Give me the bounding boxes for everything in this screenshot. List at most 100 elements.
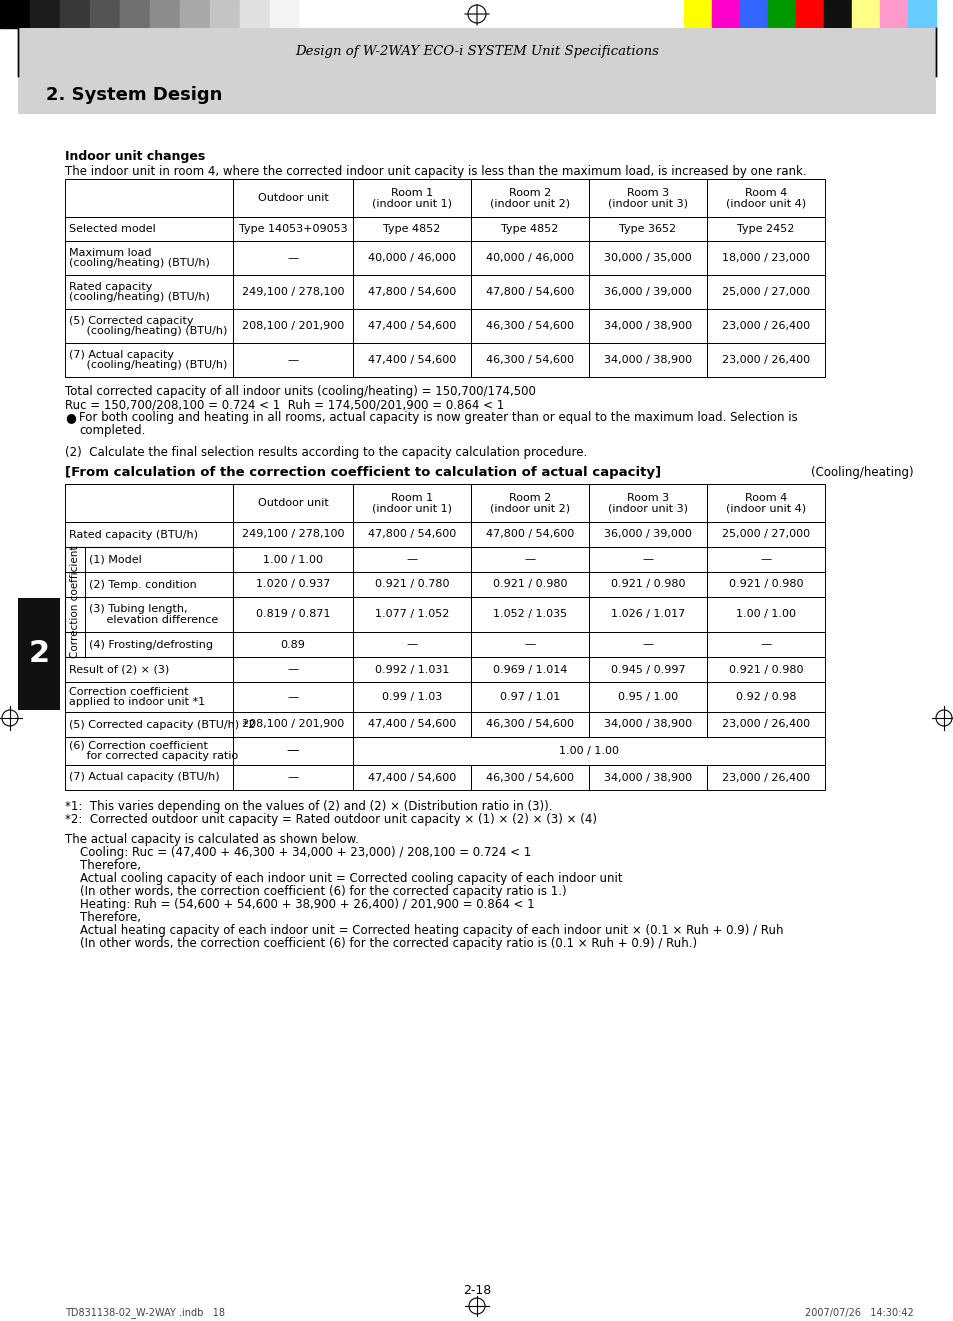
Text: Therefore,: Therefore, xyxy=(65,859,141,872)
Bar xyxy=(233,572,353,597)
Bar xyxy=(588,275,706,309)
Text: (4) Frosting/defrosting: (4) Frosting/defrosting xyxy=(89,639,213,650)
Bar xyxy=(233,240,353,275)
Text: applied to indoor unit *1: applied to indoor unit *1 xyxy=(69,697,205,707)
Bar xyxy=(65,343,233,376)
Text: 47,800 / 54,600: 47,800 / 54,600 xyxy=(485,287,574,297)
Text: 249,100 / 278,100: 249,100 / 278,100 xyxy=(241,287,344,297)
Text: 25,000 / 27,000: 25,000 / 27,000 xyxy=(721,530,809,539)
Text: Actual heating capacity of each indoor unit = Corrected heating capacity of each: Actual heating capacity of each indoor u… xyxy=(65,923,782,937)
Bar xyxy=(240,0,270,28)
Text: Indoor unit changes: Indoor unit changes xyxy=(65,151,205,162)
Bar xyxy=(18,28,935,77)
Text: 0.921 / 0.980: 0.921 / 0.980 xyxy=(610,580,684,589)
Text: elevation difference: elevation difference xyxy=(89,616,218,625)
Text: —: — xyxy=(524,639,535,650)
Bar xyxy=(180,0,210,28)
Text: —: — xyxy=(406,555,417,564)
Bar xyxy=(233,483,353,522)
Bar xyxy=(30,0,60,28)
Text: Cooling: Ruc = (47,400 + 46,300 + 34,000 + 23,000) / 208,100 = 0.724 < 1: Cooling: Ruc = (47,400 + 46,300 + 34,000… xyxy=(65,845,531,859)
Text: Room 4: Room 4 xyxy=(744,188,786,198)
Bar xyxy=(353,657,471,682)
Text: —: — xyxy=(287,692,298,701)
Text: 2-18: 2-18 xyxy=(462,1284,491,1297)
Text: 2: 2 xyxy=(29,639,50,668)
Text: Actual cooling capacity of each indoor unit = Corrected cooling capacity of each: Actual cooling capacity of each indoor u… xyxy=(65,872,622,885)
Bar xyxy=(353,275,471,309)
Bar xyxy=(588,682,706,712)
Bar xyxy=(18,77,935,114)
Text: 47,400 / 54,600: 47,400 / 54,600 xyxy=(368,773,456,782)
Bar xyxy=(353,765,471,790)
Text: 0.992 / 1.031: 0.992 / 1.031 xyxy=(375,664,449,675)
Text: 0.921 / 0.980: 0.921 / 0.980 xyxy=(493,580,567,589)
Text: 34,000 / 38,900: 34,000 / 38,900 xyxy=(603,355,691,365)
Bar xyxy=(706,275,824,309)
Bar xyxy=(233,712,353,737)
Bar xyxy=(233,343,353,376)
Bar xyxy=(210,0,240,28)
Text: The actual capacity is calculated as shown below.: The actual capacity is calculated as sho… xyxy=(65,834,358,845)
Bar xyxy=(353,343,471,376)
Bar xyxy=(353,712,471,737)
Bar xyxy=(353,522,471,547)
Text: *2:  Corrected outdoor unit capacity = Rated outdoor unit capacity × (1) × (2) ×: *2: Corrected outdoor unit capacity = Ra… xyxy=(65,812,597,826)
Bar xyxy=(65,522,233,547)
Bar xyxy=(706,657,824,682)
Text: (5) Corrected capacity: (5) Corrected capacity xyxy=(69,316,193,326)
Text: —: — xyxy=(287,254,298,263)
Bar xyxy=(706,343,824,376)
Text: (indoor unit 2): (indoor unit 2) xyxy=(490,198,570,209)
Text: For both cooling and heating in all rooms, actual capacity is now greater than o: For both cooling and heating in all room… xyxy=(79,411,797,424)
Bar xyxy=(706,682,824,712)
Bar xyxy=(353,631,471,657)
Text: Room 2: Room 2 xyxy=(508,493,551,503)
Text: 0.921 / 0.780: 0.921 / 0.780 xyxy=(375,580,449,589)
Bar xyxy=(65,275,233,309)
Text: 47,400 / 54,600: 47,400 / 54,600 xyxy=(368,720,456,729)
Bar xyxy=(706,180,824,217)
Bar xyxy=(18,598,60,709)
Text: Result of (2) × (3): Result of (2) × (3) xyxy=(69,664,169,675)
Text: (cooling/heating) (BTU/h): (cooling/heating) (BTU/h) xyxy=(69,258,210,268)
Bar xyxy=(588,180,706,217)
Bar xyxy=(588,597,706,631)
Text: Room 1: Room 1 xyxy=(391,188,433,198)
Text: Design of W-2WAY ECO-i SYSTEM Unit Specifications: Design of W-2WAY ECO-i SYSTEM Unit Speci… xyxy=(294,45,659,58)
Text: Correction coefficient: Correction coefficient xyxy=(69,687,189,696)
Text: (indoor unit 1): (indoor unit 1) xyxy=(372,503,452,513)
Text: 2007/07/26   14:30:42: 2007/07/26 14:30:42 xyxy=(804,1308,913,1318)
Bar xyxy=(353,240,471,275)
Text: (7) Actual capacity (BTU/h): (7) Actual capacity (BTU/h) xyxy=(69,773,219,782)
Text: 249,100 / 278,100: 249,100 / 278,100 xyxy=(241,530,344,539)
Text: —: — xyxy=(406,639,417,650)
Text: *1:  This varies depending on the values of (2) and (2) × (Distribution ratio in: *1: This varies depending on the values … xyxy=(65,801,552,812)
Bar xyxy=(588,240,706,275)
Text: for corrected capacity ratio: for corrected capacity ratio xyxy=(69,752,238,761)
Text: 208,100 / 201,900: 208,100 / 201,900 xyxy=(242,321,344,332)
Bar xyxy=(65,737,233,765)
Text: 46,300 / 54,600: 46,300 / 54,600 xyxy=(485,773,574,782)
Text: ●: ● xyxy=(65,411,76,424)
Text: 36,000 / 39,000: 36,000 / 39,000 xyxy=(603,287,691,297)
Text: Ruc = 150,700/208,100 = 0.724 < 1  Ruh = 174,500/201,900 = 0.864 < 1: Ruc = 150,700/208,100 = 0.724 < 1 Ruh = … xyxy=(65,398,504,411)
Bar xyxy=(65,240,233,275)
Bar xyxy=(471,343,588,376)
Bar xyxy=(65,309,233,343)
Text: Total corrected capacity of all indoor units (cooling/heating) = 150,700/174,500: Total corrected capacity of all indoor u… xyxy=(65,384,536,398)
Text: —: — xyxy=(760,639,771,650)
Bar xyxy=(588,765,706,790)
Text: 18,000 / 23,000: 18,000 / 23,000 xyxy=(721,254,809,263)
Bar xyxy=(353,217,471,240)
Text: Type 2452: Type 2452 xyxy=(737,225,794,234)
Bar xyxy=(233,737,353,765)
Bar xyxy=(471,309,588,343)
Bar xyxy=(740,0,767,28)
Bar xyxy=(471,275,588,309)
Text: 34,000 / 38,900: 34,000 / 38,900 xyxy=(603,773,691,782)
Text: Rated capacity (BTU/h): Rated capacity (BTU/h) xyxy=(69,530,198,539)
Text: (cooling/heating) (BTU/h): (cooling/heating) (BTU/h) xyxy=(69,292,210,303)
Bar xyxy=(588,483,706,522)
Text: (indoor unit 4): (indoor unit 4) xyxy=(725,198,805,209)
